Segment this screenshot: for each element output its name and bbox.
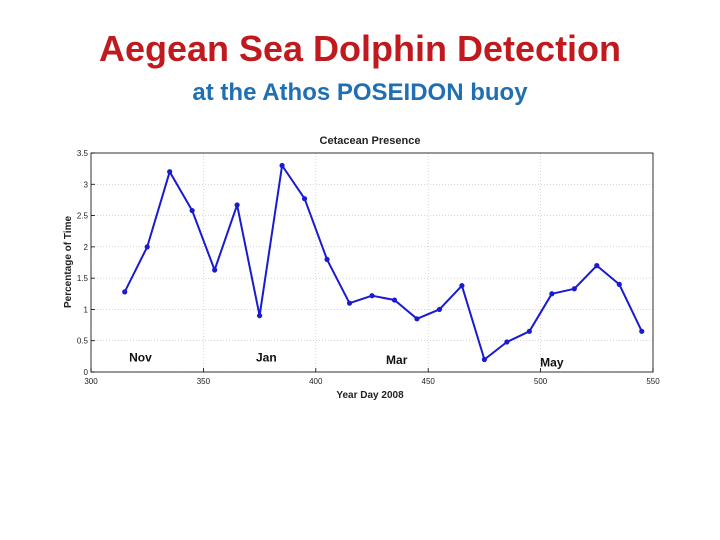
x-tick-label: 550 <box>646 377 660 386</box>
plot-frame <box>90 152 654 373</box>
data-point <box>167 169 173 175</box>
data-point <box>279 162 285 169</box>
data-point <box>189 207 195 214</box>
data-point <box>301 196 308 202</box>
month-label: Mar <box>386 353 408 367</box>
y-tick-label: 2 <box>84 243 89 252</box>
data-point <box>504 339 510 345</box>
y-axis-title: Percentage of Time <box>63 216 74 309</box>
x-tick-label: 450 <box>422 377 436 386</box>
x-tick-label: 400 <box>309 377 323 386</box>
data-point <box>414 316 420 322</box>
y-tick-label: 2.5 <box>77 212 89 221</box>
y-tick-label: 3.5 <box>77 149 89 158</box>
data-point <box>549 291 555 297</box>
month-label: Nov <box>129 350 152 364</box>
data-point <box>212 267 218 273</box>
y-tick-label: 1 <box>84 305 89 314</box>
data-point <box>459 283 465 289</box>
series-line <box>123 164 643 361</box>
y-tick-label: 3 <box>84 180 89 189</box>
cetacean-presence-chart: Cetacean Presence 300 350 400 450 500 550 0 0.5… <box>63 135 660 401</box>
data-point <box>481 356 487 363</box>
month-label: Jan <box>256 350 277 364</box>
grid-lines <box>90 152 654 373</box>
slide-title: Aegean Sea Dolphin Detection <box>98 28 622 69</box>
month-label: May <box>540 355 564 369</box>
data-point <box>257 313 263 319</box>
data-point <box>234 202 240 208</box>
x-tick-label: 500 <box>534 377 548 386</box>
x-tick-label: 300 <box>84 377 98 386</box>
y-tick-label: 0.5 <box>77 337 89 346</box>
data-point <box>324 256 330 262</box>
y-tick-label: 1.5 <box>77 274 89 283</box>
month-annotations: Nov Jan Mar May <box>129 350 564 369</box>
series-layer <box>122 162 645 363</box>
y-tick-label: 0 <box>84 368 89 377</box>
data-point <box>639 328 645 334</box>
data-point <box>594 263 600 269</box>
chart-title: Cetacean Presence <box>320 135 421 147</box>
data-point <box>616 281 622 287</box>
data-point <box>571 286 577 292</box>
data-point <box>346 300 353 306</box>
data-point <box>436 306 443 313</box>
data-point <box>369 293 375 299</box>
data-point <box>144 244 150 250</box>
x-axis-title: Year Day 2008 <box>336 390 404 401</box>
x-tick-label: 350 <box>197 377 211 386</box>
data-point <box>391 297 398 303</box>
data-point <box>526 328 532 334</box>
slide-subtitle: at the Athos POSEIDON buoy <box>192 79 528 106</box>
data-point <box>122 289 128 295</box>
axis-ticks: 300 350 400 450 500 550 0 0.5 1 1.5 2 2.5 3 3.5 <box>77 149 660 386</box>
